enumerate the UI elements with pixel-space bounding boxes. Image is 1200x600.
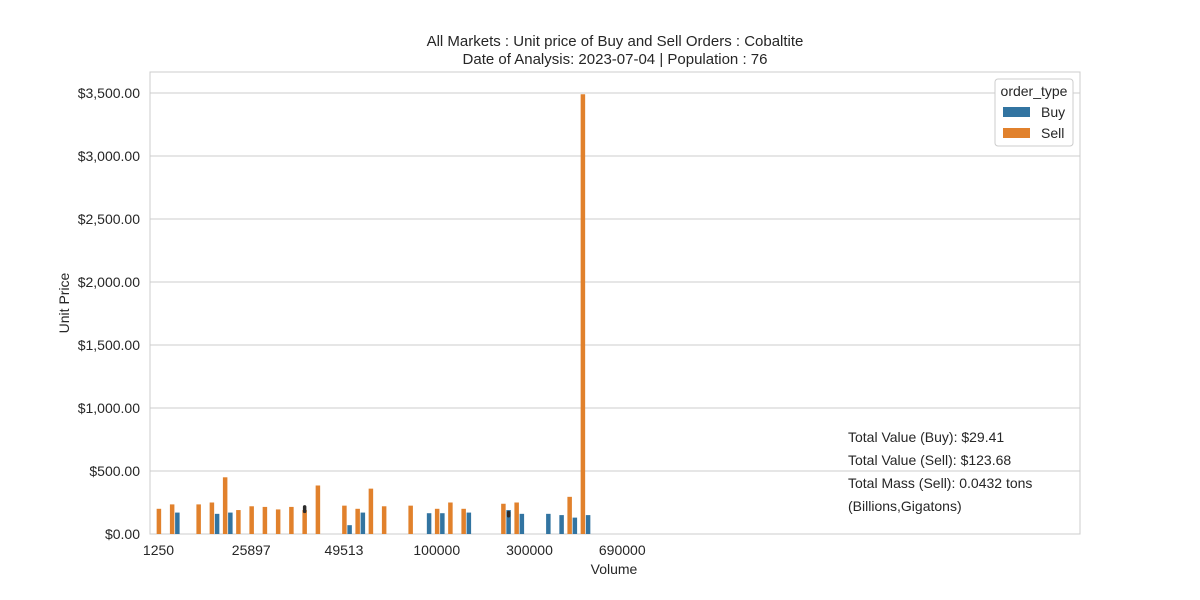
legend-label-buy: Buy (1041, 104, 1065, 120)
x-tick-label: 690000 (599, 542, 646, 558)
bar-sell (236, 510, 241, 534)
legend-title: order_type (1001, 83, 1068, 99)
y-tick-label: $0.00 (105, 526, 140, 542)
bar-sell (249, 506, 254, 534)
bar-sell (434, 508, 440, 534)
bar-buy (214, 513, 220, 534)
annotation-total-value-sell: Total Value (Sell): $123.68 (848, 452, 1011, 468)
bar-sell (275, 509, 281, 534)
y-tick-label: $2,500.00 (78, 211, 140, 227)
bar-buy (440, 513, 445, 534)
y-axis-label: Unit Price (56, 272, 72, 333)
annotation-block: Total Value (Buy): $29.41 Total Value (S… (848, 429, 1032, 514)
bar-sell (408, 505, 413, 534)
x-tick-label: 49513 (325, 542, 364, 558)
y-tick-label: $500.00 (89, 463, 140, 479)
error-marks (302, 505, 511, 518)
plot-area (149, 71, 1081, 535)
bar-sell (262, 506, 268, 534)
x-tick-label: 1250 (143, 542, 174, 558)
bar-sell (448, 502, 453, 534)
bar-sell (368, 488, 374, 534)
bar-sell (196, 504, 201, 534)
x-tick-labels: 1250 25897 49513 100000 300000 690000 (143, 542, 646, 558)
bar-buy (546, 513, 551, 534)
y-tick-label: $3,000.00 (78, 148, 140, 164)
bar-sell (222, 477, 228, 534)
chart-title-line1: All Markets : Unit price of Buy and Sell… (427, 33, 804, 50)
bar-buy (572, 517, 578, 534)
bar-buy (426, 513, 432, 534)
bar-buy (585, 515, 591, 534)
bar-sell (580, 94, 586, 534)
y-tick-label: $1,000.00 (78, 400, 140, 416)
bar-buy (506, 510, 511, 534)
annotation-units-note: (Billions,Gigatons) (848, 498, 962, 514)
bar-buy (360, 512, 366, 534)
bar-sell (169, 504, 175, 534)
chart-title-line2: Date of Analysis: 2023-07-04 | Populatio… (463, 51, 768, 68)
y-tick-label: $1,500.00 (78, 337, 140, 353)
bar-buy (466, 512, 472, 534)
x-tick-label: 100000 (413, 542, 460, 558)
legend-swatch-buy (1003, 107, 1030, 117)
bars (156, 94, 591, 534)
bar-buy (175, 512, 180, 534)
legend: order_type Buy Sell (994, 78, 1074, 147)
y-gridlines (150, 92, 1080, 472)
bar-sell (514, 502, 519, 534)
x-tick-label: 300000 (506, 542, 553, 558)
bar-buy (347, 525, 352, 534)
bar-sell (567, 496, 572, 534)
y-tick-label: $2,000.00 (78, 274, 140, 290)
annotation-total-value-buy: Total Value (Buy): $29.41 (848, 429, 1004, 445)
bar-buy (519, 513, 525, 534)
bar-sell (501, 503, 506, 534)
bar-buy (559, 515, 564, 534)
y-tick-labels: $0.00 $500.00 $1,000.00 $1,500.00 $2,000.00 $… (78, 85, 141, 542)
x-tick-label: 25897 (232, 542, 271, 558)
bar-sell (355, 508, 360, 534)
bar-sell (315, 485, 321, 534)
bar-buy (228, 512, 233, 534)
bar-sell (289, 506, 294, 534)
legend-label-sell: Sell (1041, 125, 1064, 141)
x-axis-label: Volume (591, 561, 638, 577)
bar-sell (342, 505, 347, 534)
bar-sell (209, 502, 215, 534)
annotation-total-mass-sell: Total Mass (Sell): 0.0432 tons (848, 475, 1032, 491)
y-tick-label: $3,500.00 (78, 85, 140, 101)
bar-sell (302, 510, 307, 534)
bar-sell (381, 506, 387, 534)
bar-sell (461, 508, 466, 534)
bar-sell (156, 508, 162, 534)
legend-swatch-sell (1003, 128, 1030, 138)
